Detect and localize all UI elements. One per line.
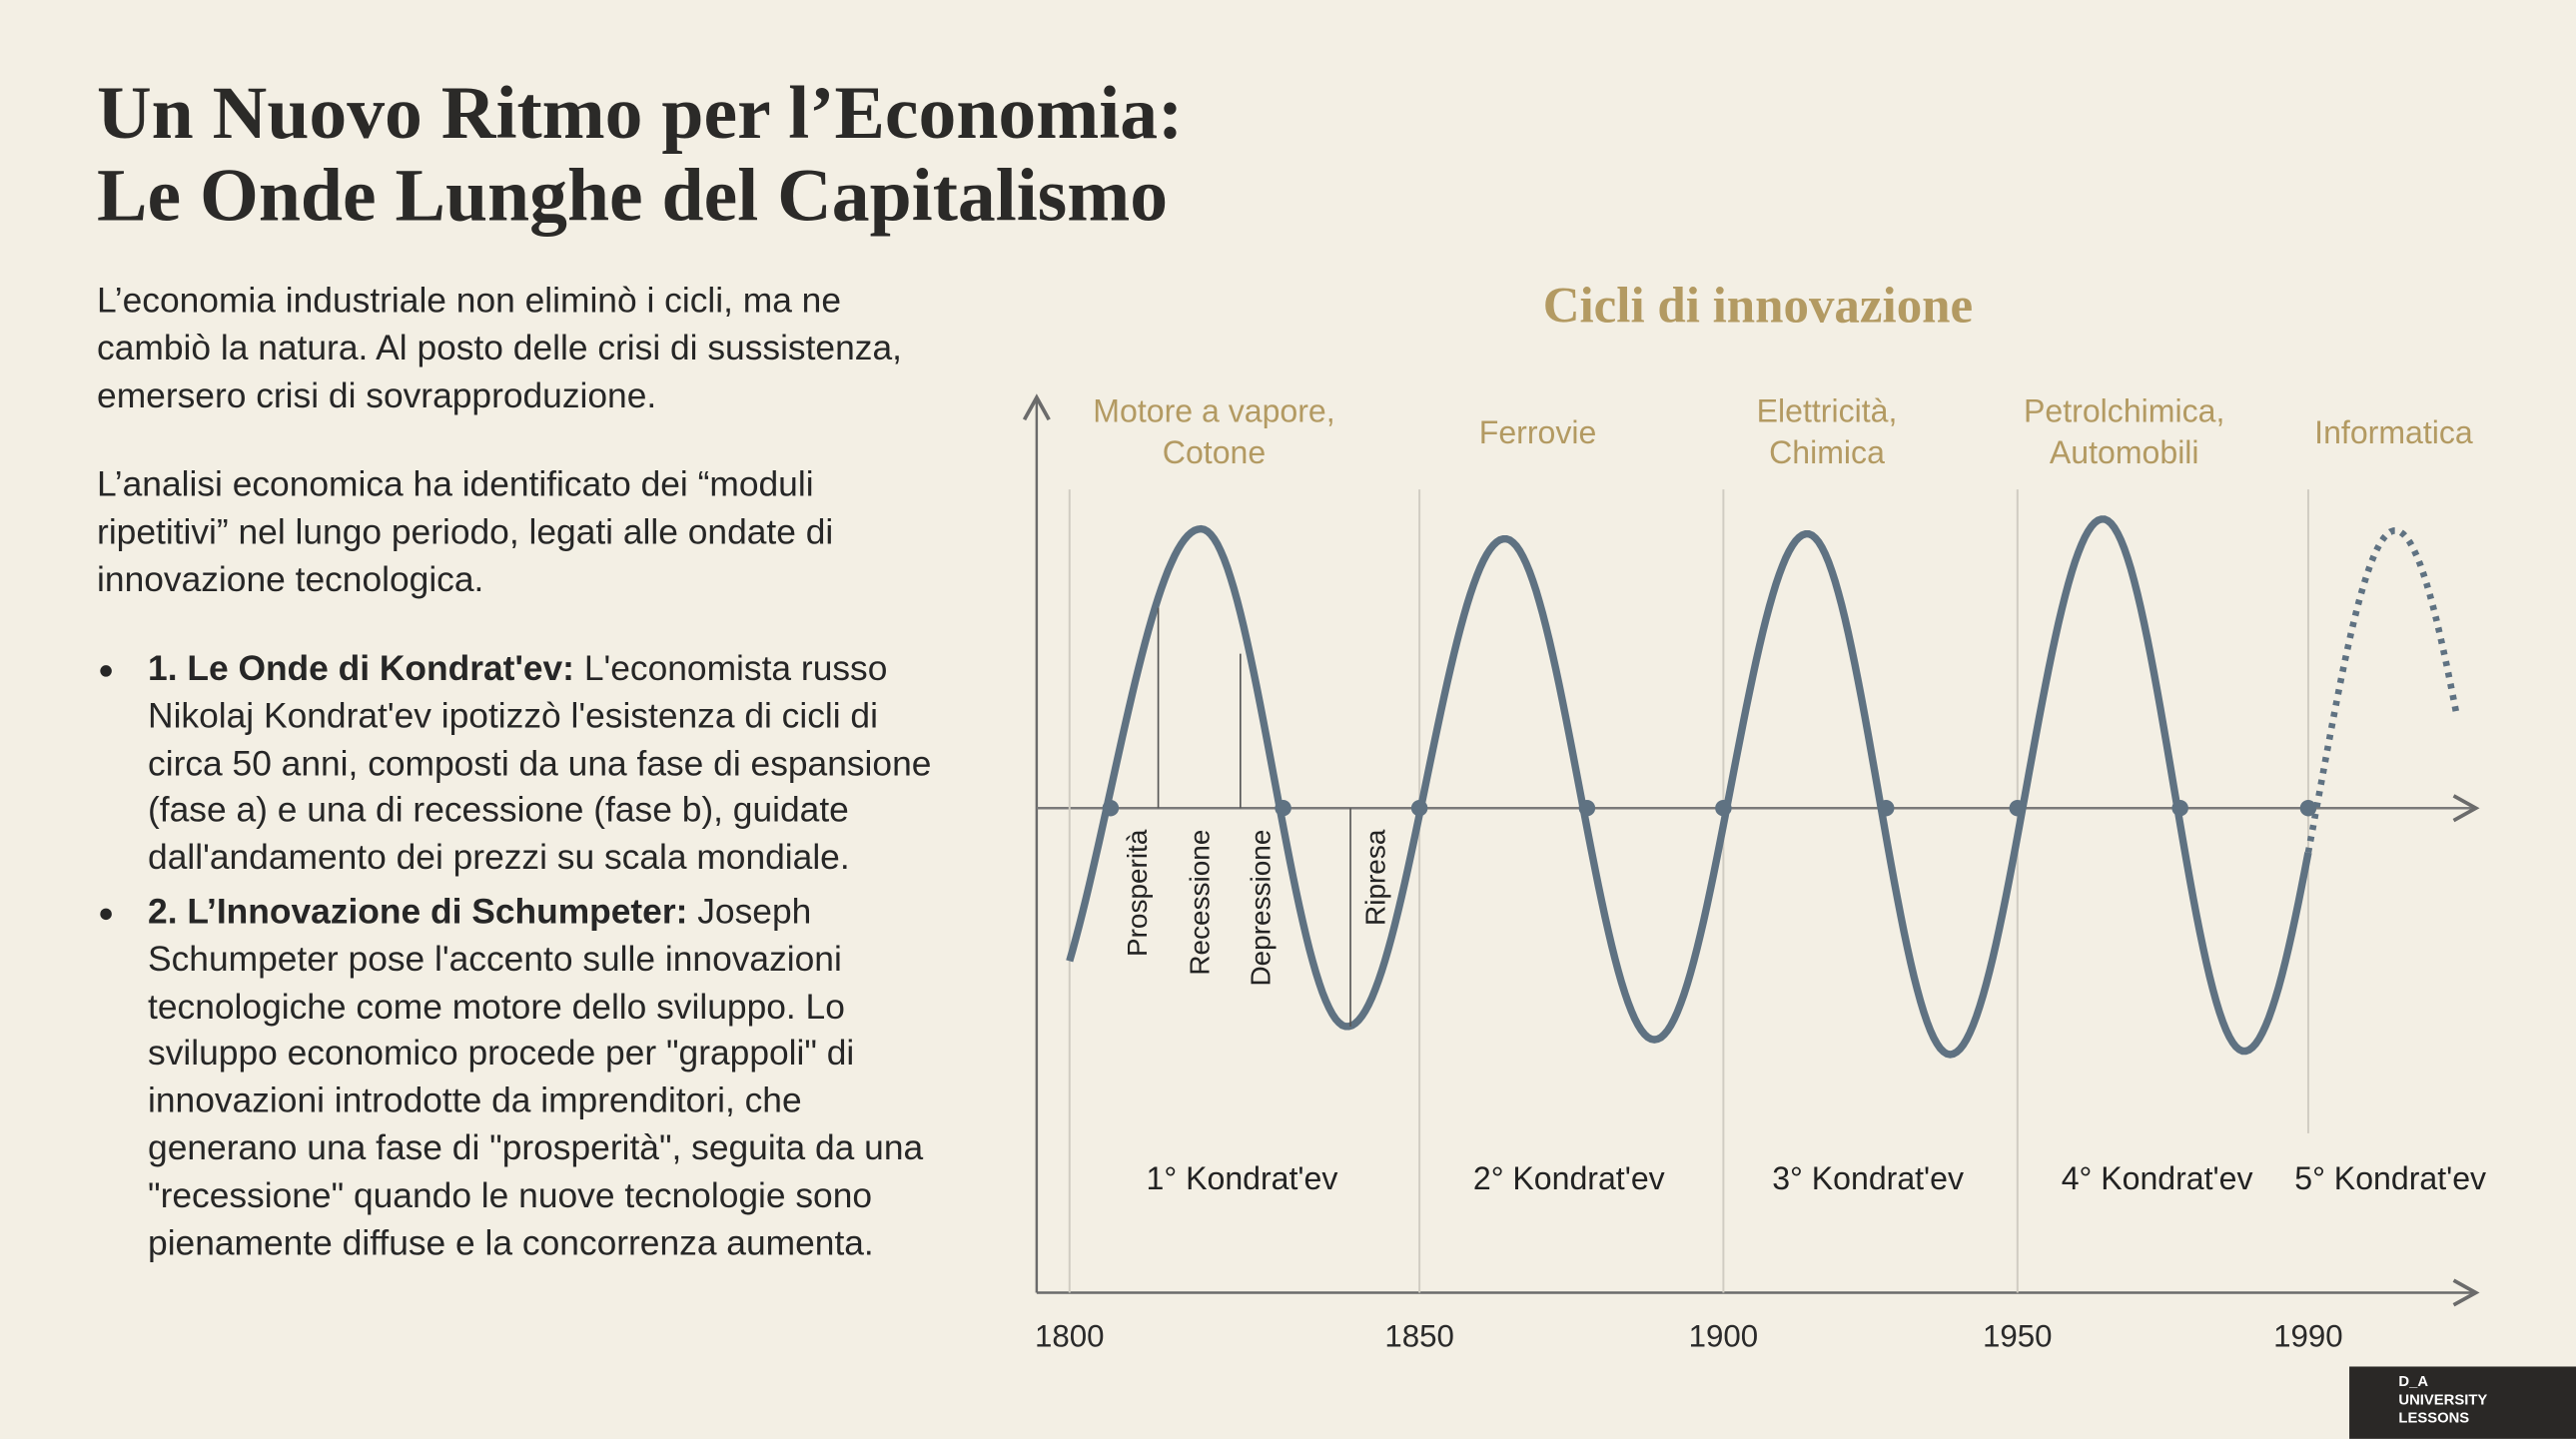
bullet-lead: 2. L’Innovazione di Schumpeter: bbox=[148, 892, 688, 932]
innovation-label: Cotone bbox=[1163, 434, 1266, 470]
bullet-list: 1. Le Onde di Kondrat'ev: L'economista r… bbox=[97, 645, 943, 1273]
bullet: 1. Le Onde di Kondrat'ev: L'economista r… bbox=[97, 645, 943, 882]
innovation-label: Chimica bbox=[1769, 434, 1885, 470]
year-label: 1950 bbox=[1983, 1319, 2053, 1354]
phase-label: Ripresa bbox=[1360, 829, 1391, 926]
innovation-label: Ferrovie bbox=[1479, 414, 1597, 450]
crossing-dot bbox=[1715, 800, 1732, 817]
logo-line: D_A bbox=[2398, 1373, 2429, 1390]
crossing-dot bbox=[1102, 800, 1120, 817]
crossing-dot bbox=[2299, 800, 2317, 817]
title-line: Un Nuovo Ritmo per l’Economia: bbox=[97, 70, 1184, 155]
logo-line: UNIVERSITY bbox=[2398, 1391, 2488, 1408]
crossing-dot bbox=[1410, 800, 1428, 817]
crossing-dot bbox=[2009, 800, 2027, 817]
innovation-label: Automobili bbox=[2050, 434, 2199, 470]
logo-line: LESSONS bbox=[2398, 1409, 2470, 1426]
bullet-text: L'economista russo Nikolaj Kondrat'ev ip… bbox=[148, 648, 932, 878]
phase-label: Prosperità bbox=[1122, 829, 1153, 957]
bullet: 2. L’Innovazione di Schumpeter: Joseph S… bbox=[97, 889, 943, 1267]
title-line: Le Onde Lunghe del Capitalismo bbox=[97, 152, 1169, 237]
cycle-label: 2° Kondrat'ev bbox=[1473, 1160, 1665, 1196]
crossing-dot bbox=[1275, 800, 1291, 817]
cycle-label: 5° Kondrat'ev bbox=[2294, 1160, 2486, 1196]
innovation-label: Motore a vapore, bbox=[1093, 393, 1334, 429]
cycle-label: 1° Kondrat'ev bbox=[1147, 1160, 1338, 1196]
crossing-dot bbox=[2171, 800, 2188, 817]
innovation-label: Petrolchimica, bbox=[2024, 393, 2224, 429]
year-label: 1850 bbox=[1384, 1319, 1454, 1354]
bullet-text: Joseph Schumpeter pose l'accento sulle i… bbox=[148, 892, 924, 1263]
innovation-label: Elettricità, bbox=[1757, 393, 1898, 429]
cycle-label: 3° Kondrat'ev bbox=[1772, 1160, 1964, 1196]
wave bbox=[1066, 515, 2312, 1059]
title: Un Nuovo Ritmo per l’Economia: Le Onde L… bbox=[97, 72, 1183, 236]
innovation-label: Informatica bbox=[2314, 414, 2473, 450]
crossing-dot bbox=[1878, 800, 1895, 817]
phase-label: Depressione bbox=[1245, 830, 1276, 987]
diagram-title: Cicli di innovazione bbox=[1543, 278, 1973, 334]
paragraph: L’economia industriale non eliminò i cic… bbox=[97, 281, 902, 415]
paragraph: L’analisi economica ha identificato dei … bbox=[97, 464, 834, 599]
crossing-dot bbox=[1578, 800, 1596, 817]
year-label: 1900 bbox=[1689, 1319, 1759, 1354]
phase-label: Recessione bbox=[1185, 830, 1216, 976]
year-label: 1800 bbox=[1035, 1319, 1105, 1354]
wave-projection bbox=[2304, 527, 2460, 854]
year-label: 1990 bbox=[2273, 1319, 2343, 1354]
cycle-label: 4° Kondrat'ev bbox=[2062, 1160, 2253, 1196]
bullet-lead: 1. Le Onde di Kondrat'ev: bbox=[148, 648, 574, 689]
logo: D_A UNIVERSITY LESSONS bbox=[2349, 1366, 2576, 1439]
